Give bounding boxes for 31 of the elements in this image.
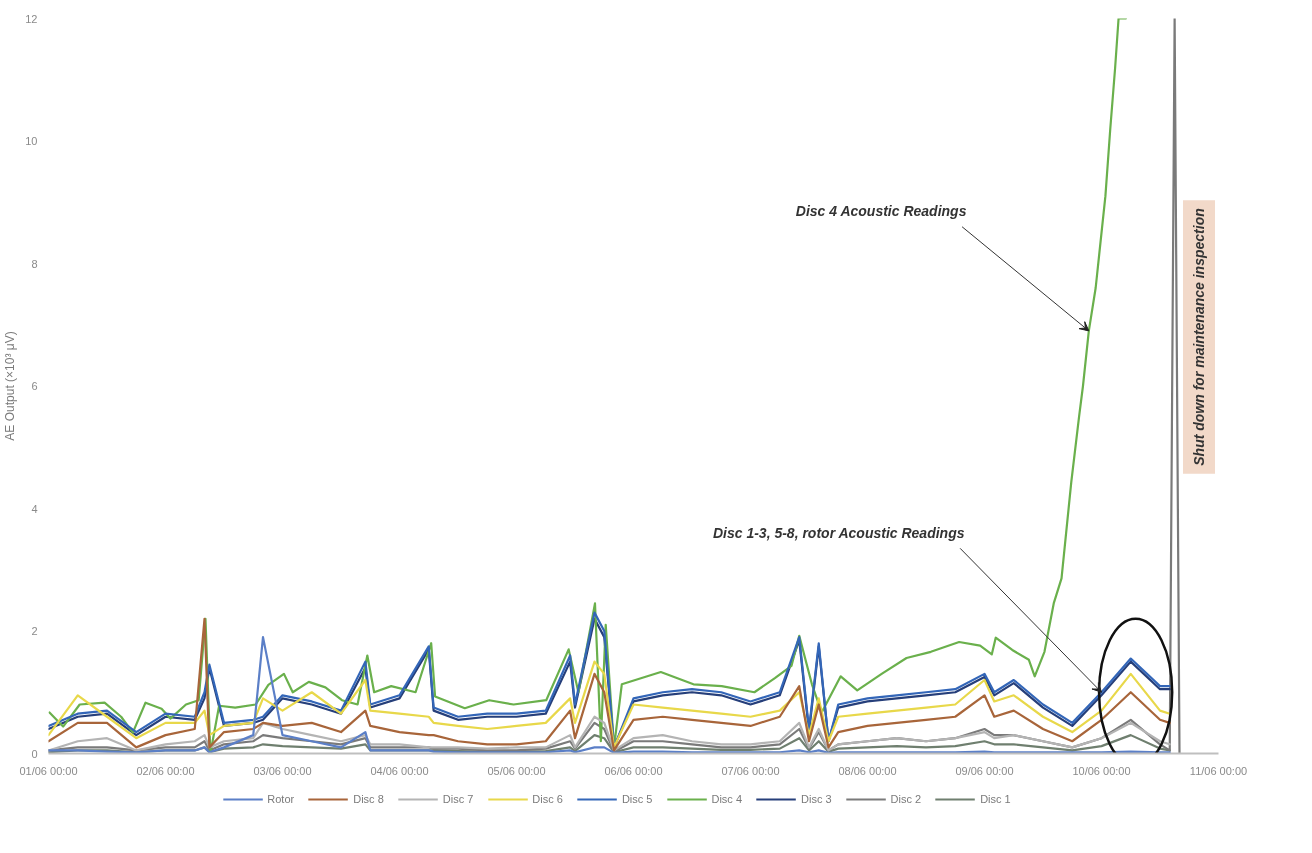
annotation: Shut down for maintenance inspection xyxy=(1191,208,1207,466)
x-tick-label: 07/06 00:00 xyxy=(721,764,780,777)
y-tick-label: 10 xyxy=(25,135,38,147)
legend-label: Disc 4 xyxy=(711,793,743,805)
x-tick-label: 02/06 00:00 xyxy=(136,764,195,777)
legend-label: Disc 2 xyxy=(890,793,922,805)
x-tick-label: 01/06 00:00 xyxy=(19,764,78,777)
legend-label: Disc 7 xyxy=(442,793,474,805)
x-tick-label: 08/06 00:00 xyxy=(838,764,897,777)
legend-label: Disc 3 xyxy=(801,793,832,805)
legend-label: Disc 8 xyxy=(353,793,384,805)
y-tick-label: 2 xyxy=(31,625,38,637)
y-tick-label: 12 xyxy=(25,12,38,25)
x-tick-label: 10/06 00:00 xyxy=(1072,764,1131,777)
legend-label: Disc 1 xyxy=(980,793,1011,805)
x-tick-label: 04/06 00:00 xyxy=(370,764,429,777)
x-tick-label: 05/06 00:00 xyxy=(487,764,546,777)
x-tick-label: 11/06 00:00 xyxy=(1189,764,1248,777)
annotation: Disc 4 Acoustic Readings xyxy=(795,203,967,220)
y-tick-label: 4 xyxy=(31,502,38,515)
legend-label: Disc 5 xyxy=(621,793,653,805)
y-tick-label: 6 xyxy=(31,380,38,392)
x-tick-label: 03/06 00:00 xyxy=(253,764,312,777)
legend-label: Rotor xyxy=(267,793,295,805)
annotation: Disc 1-3, 5-8, rotor Acoustic Readings xyxy=(712,525,965,541)
y-axis-title: AE Output (×10³ μV) xyxy=(3,331,18,441)
x-tick-label: 06/06 00:00 xyxy=(604,764,663,777)
legend-label: Disc 6 xyxy=(532,793,563,805)
y-tick-label: 8 xyxy=(31,257,38,270)
y-tick-label: 0 xyxy=(31,747,38,760)
x-tick-label: 09/06 00:00 xyxy=(955,764,1014,777)
